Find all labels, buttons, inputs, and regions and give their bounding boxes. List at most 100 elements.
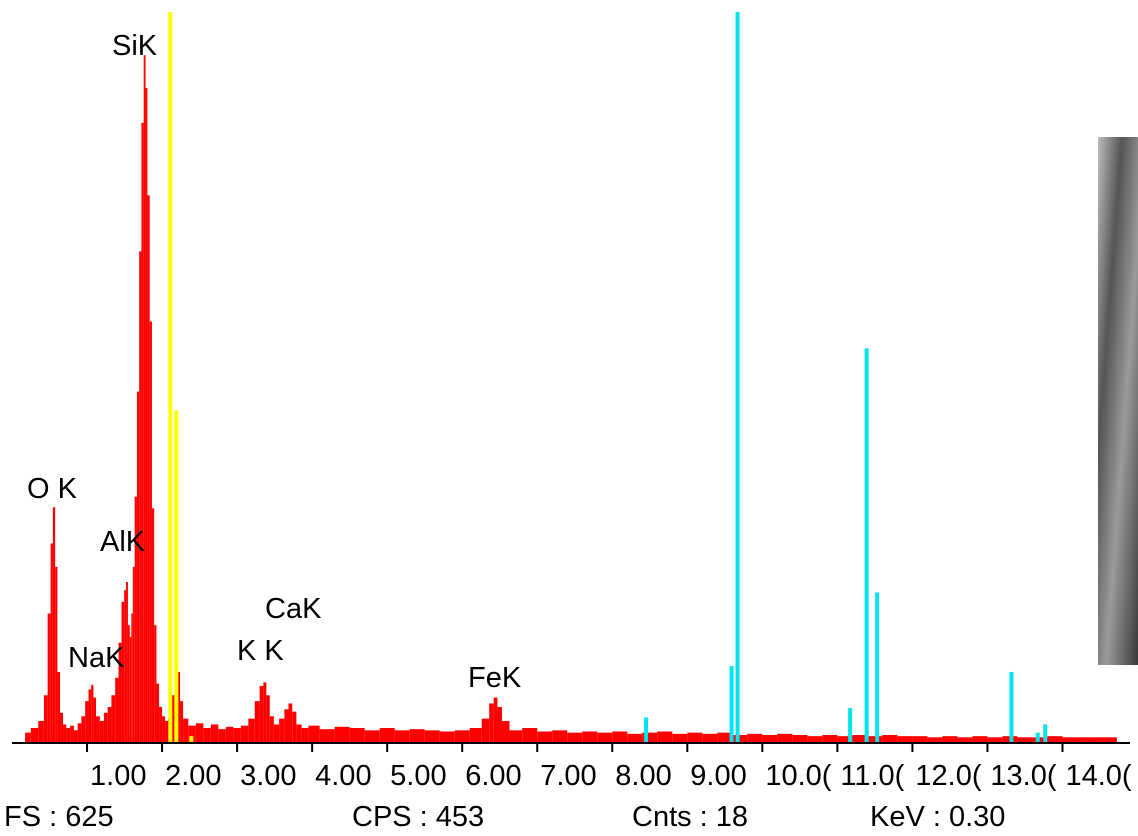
spectrum-bar <box>88 689 92 742</box>
spectrum-bar <box>867 736 883 742</box>
spectrum-bar <box>225 726 234 742</box>
spectrum-bar <box>60 712 64 742</box>
spectrum-bar <box>66 727 71 742</box>
spectrum-bar <box>942 736 958 742</box>
spectrum-bar <box>567 732 583 742</box>
spectrum-bar <box>837 736 853 742</box>
spectrum-bar <box>73 730 78 742</box>
peak-label: NaK <box>68 642 125 674</box>
spectrum-bar <box>582 731 598 742</box>
spectrum-bar <box>147 195 150 743</box>
spectrum-bar <box>792 734 808 742</box>
spectrum-bar <box>70 725 74 742</box>
spectrum-bar <box>47 613 51 742</box>
spectrum-bar <box>43 695 48 742</box>
spectrum-bar <box>30 727 39 742</box>
spectrum-bar <box>131 613 133 742</box>
spectrum-bar <box>672 733 688 742</box>
spectrum-bar <box>210 724 219 742</box>
line-marker <box>848 708 853 742</box>
spectrum-bar <box>77 723 82 742</box>
spectrum-bar <box>111 695 116 742</box>
peak-label: K K <box>237 635 284 667</box>
spectrum-bar <box>118 642 122 742</box>
spectrum-bar <box>99 720 104 742</box>
peak-label: CaK <box>265 593 322 625</box>
spectrum-bar <box>364 730 380 742</box>
spectrum-bar <box>171 695 175 742</box>
spectrum-bar <box>1092 737 1108 742</box>
spectrum-bar <box>687 732 703 742</box>
x-tick-label: 8.00 <box>615 760 671 792</box>
spectrum-bar <box>254 701 260 742</box>
spectrum-bar <box>439 731 455 742</box>
spectrum-bar <box>273 724 280 742</box>
x-tick-label: 10.0( <box>765 760 831 792</box>
spectrum-bar <box>259 685 264 742</box>
x-tick-label: 11.0( <box>840 760 904 792</box>
spectrum-bar <box>124 590 127 742</box>
spectrum-bar <box>266 695 270 742</box>
spectrum-bar <box>717 732 733 742</box>
spectrum-bar <box>319 729 335 742</box>
spectrum-bar <box>165 720 169 742</box>
spectrum-bar <box>218 729 226 742</box>
spectrum-bar <box>642 732 658 742</box>
spectrum-bar <box>93 697 97 742</box>
spectrum-bar <box>493 697 498 742</box>
spectrum-bar <box>409 729 425 742</box>
spectrum-bar <box>145 87 148 743</box>
spectrum-bar <box>301 727 309 742</box>
spectrum-bar <box>141 122 144 742</box>
spectrum-bar <box>522 727 538 742</box>
spectrum-bar <box>284 709 289 742</box>
spectrum-bar <box>103 712 108 742</box>
spectrum-bar <box>822 734 838 742</box>
spectrum-bar <box>762 734 778 742</box>
x-tick-label: 2.00 <box>165 760 221 792</box>
spectrum-bar <box>501 720 510 742</box>
spectrum-bar <box>188 725 196 742</box>
spectrum-bar <box>627 733 643 742</box>
x-tick-label: 1.00 <box>90 760 146 792</box>
spectrum-bar <box>852 734 868 742</box>
spectrum-bar <box>308 725 320 742</box>
spectrum-bar <box>132 566 135 742</box>
spectrum-bar <box>63 724 67 742</box>
line-marker <box>644 717 649 742</box>
status-text: FS : 625 <box>4 801 114 833</box>
spectrum-bar <box>1032 737 1048 742</box>
spectrum-bar <box>126 581 128 742</box>
spectrum-bar <box>149 321 152 742</box>
spectrum-bar <box>136 391 140 742</box>
spectrum-bar <box>127 625 130 742</box>
spectrum-bar <box>489 703 494 742</box>
spectrum-bar <box>162 716 166 742</box>
x-tick-label: 4.00 <box>315 760 371 792</box>
spectrum-bar <box>987 737 1003 742</box>
spectrum-bar <box>972 736 988 742</box>
line-marker <box>1035 732 1040 742</box>
spectrum-bar <box>195 723 204 742</box>
sem-image <box>1098 137 1138 665</box>
line-marker <box>864 348 869 742</box>
x-tick-label: 7.00 <box>540 760 596 792</box>
spectrum-bar <box>424 730 440 742</box>
spectrum-bar <box>57 671 61 742</box>
spectrum-bar <box>177 671 181 742</box>
spectrum-bar <box>957 737 973 742</box>
spectrum-bar <box>292 711 297 742</box>
spectrum-bar <box>912 736 928 742</box>
spectrum-bar <box>394 730 410 742</box>
x-tick-label: 12.0( <box>915 760 981 792</box>
line-marker <box>735 12 740 742</box>
spectrum-bar <box>552 730 568 742</box>
spectrum-bar <box>334 726 350 742</box>
spectrum-bar <box>1077 737 1093 742</box>
spectrum-bar <box>129 636 132 742</box>
spectrum-bar <box>52 507 56 742</box>
spectrum-bar <box>38 720 44 742</box>
spectrum-bar <box>882 734 898 742</box>
